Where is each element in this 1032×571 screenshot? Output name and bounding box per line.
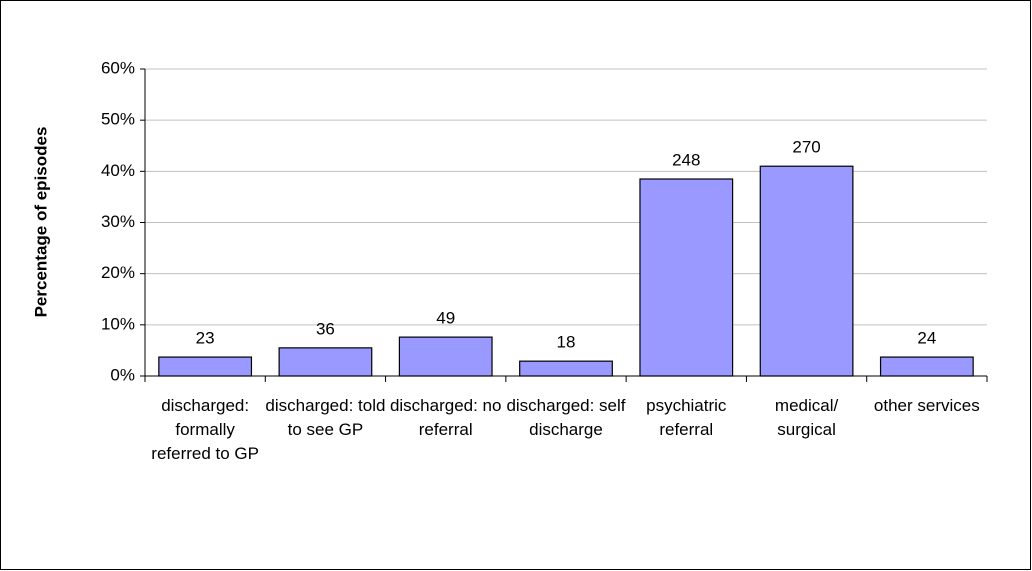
data-label: 49 [436, 309, 455, 328]
data-label: 23 [196, 329, 215, 348]
data-label: 248 [672, 150, 700, 169]
x-tick-label: discharged: formally referred to GP [151, 396, 259, 463]
y-tick-label: 0% [110, 365, 135, 384]
x-tick-label: medical/ surgical [774, 396, 839, 439]
data-label: 18 [557, 333, 576, 352]
x-tick-label: other services [873, 396, 980, 415]
y-tick-label: 10% [101, 314, 135, 333]
x-tick-label: psychiatric referral [646, 396, 727, 439]
bar [278, 347, 373, 377]
y-tick-label: 30% [101, 212, 135, 231]
bar [519, 360, 613, 377]
data-label: 24 [917, 329, 936, 348]
bar [398, 336, 493, 377]
x-tick-label: discharged: self discharge [506, 396, 626, 439]
y-tick-label: 60% [101, 58, 135, 77]
bar [879, 356, 974, 377]
data-label: 36 [316, 319, 335, 338]
x-tick-label: discharged: no referral [389, 396, 502, 439]
y-tick-label: 50% [101, 110, 135, 129]
y-tick-label: 20% [101, 263, 135, 282]
data-label: 270 [792, 138, 820, 157]
y-axis-label: Percentage of episodes [31, 127, 50, 318]
bar [759, 165, 854, 377]
y-tick-label: 40% [101, 161, 135, 180]
bar [639, 178, 734, 377]
x-tick-label: discharged: told to see GP [265, 396, 386, 439]
bar [158, 356, 253, 377]
